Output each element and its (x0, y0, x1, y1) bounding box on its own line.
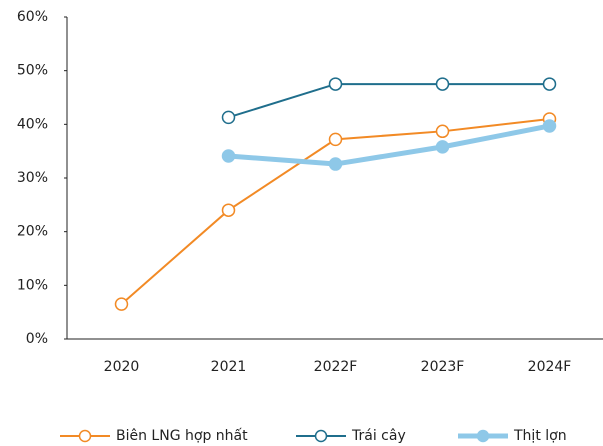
y-tick-label: 40% (17, 116, 48, 132)
y-tick-label: 20% (17, 224, 48, 240)
data-point (435, 124, 450, 139)
y-tick-label: 50% (17, 63, 48, 79)
legend-label: Biên LNG hợp nhất (116, 428, 248, 444)
data-point (114, 297, 129, 311)
legend-label: Thịt lợn (513, 428, 567, 444)
series-line (228, 123, 550, 167)
legend-label: Trái cây (351, 428, 406, 444)
data-point (328, 77, 343, 91)
data-point (542, 77, 557, 91)
series-line (120, 117, 550, 305)
x-tick-label: 2020 (104, 359, 140, 375)
series-line (228, 83, 550, 119)
legend-marker (78, 429, 92, 443)
y-tick-label: 10% (17, 277, 48, 293)
x-tick-label: 2022F (314, 359, 358, 375)
data-point (328, 157, 343, 171)
data-point (221, 110, 236, 125)
data-point (435, 140, 450, 154)
y-tick-label: 30% (17, 170, 48, 186)
y-tick-label: 60% (17, 9, 48, 25)
data-point (435, 77, 450, 91)
data-point (328, 132, 343, 147)
legend-marker (476, 429, 490, 443)
legend-marker (314, 429, 328, 443)
x-tick-label: 2021 (211, 359, 247, 375)
data-point (221, 203, 236, 217)
x-tick-label: 2023F (421, 359, 465, 375)
x-tick-label: 2024F (528, 359, 572, 375)
data-point (221, 149, 236, 163)
y-tick-label: 0% (26, 331, 48, 347)
data-point (542, 119, 557, 133)
